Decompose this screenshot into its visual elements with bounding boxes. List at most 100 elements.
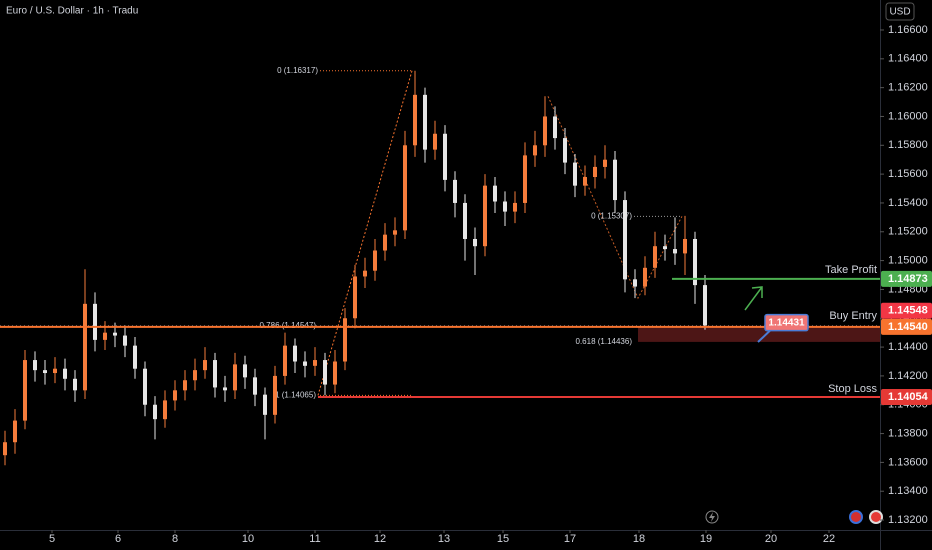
x-tick-label: 22	[823, 533, 835, 545]
candle	[283, 332, 287, 385]
candle	[333, 349, 337, 394]
x-tick-label: 12	[374, 533, 386, 545]
level-name: Stop Loss	[828, 383, 877, 395]
candle	[353, 264, 357, 329]
candle-body	[433, 133, 437, 150]
candle-body	[203, 360, 207, 371]
candle	[243, 355, 247, 389]
candle	[613, 151, 617, 214]
target-label: 1.14431	[768, 317, 805, 328]
candle-body	[673, 249, 677, 254]
candle	[633, 269, 637, 299]
candle	[573, 153, 577, 198]
x-tick-label: 15	[497, 533, 509, 545]
candle	[623, 191, 627, 293]
currency-box[interactable]	[885, 2, 915, 21]
candle-body	[243, 364, 247, 378]
candle-body	[223, 387, 227, 391]
candle	[23, 349, 27, 430]
candle	[193, 358, 197, 391]
fib-trend	[547, 96, 683, 300]
icon-bolt[interactable]	[709, 512, 715, 522]
candle	[673, 217, 677, 265]
candle-body	[173, 390, 177, 401]
flag-icon[interactable]	[849, 510, 863, 524]
candle-body	[693, 238, 697, 286]
candle-body	[273, 375, 277, 415]
candle	[73, 370, 77, 402]
price-box	[881, 270, 932, 287]
candle	[33, 351, 37, 382]
candle	[453, 171, 457, 218]
candle	[263, 387, 267, 440]
candle	[143, 361, 147, 417]
target-box	[764, 313, 809, 332]
y-tick-label: 1.15600	[888, 168, 928, 180]
candle	[433, 120, 437, 160]
candle	[693, 231, 697, 304]
candle-body	[653, 246, 657, 268]
candle-body	[563, 138, 567, 163]
candle-body	[103, 332, 107, 340]
candle-body	[413, 94, 417, 146]
candle-body	[53, 368, 57, 374]
icon-ring[interactable]	[705, 510, 719, 524]
replay-icon[interactable]	[705, 510, 719, 524]
candle-body	[313, 360, 317, 366]
candle-body	[473, 238, 477, 247]
candle-body	[543, 116, 547, 146]
candle-body	[593, 166, 597, 178]
candle	[203, 347, 207, 379]
candle-body	[363, 270, 367, 277]
price-box-label: 1.14054	[888, 391, 929, 403]
candle-body	[213, 360, 217, 388]
candle-body	[573, 162, 577, 186]
candle	[63, 358, 67, 391]
candle-body	[393, 230, 397, 235]
y-tick-label: 1.13600	[888, 456, 928, 468]
candle	[593, 155, 597, 189]
price-box-label: 1.14540	[888, 321, 928, 333]
candle-body	[493, 185, 497, 202]
candle-body	[643, 267, 647, 287]
candle-body	[113, 332, 117, 336]
x-tick-label: 19	[700, 533, 712, 545]
level-name: Buy Entry	[829, 310, 877, 322]
y-tick-label: 1.14400	[888, 341, 928, 353]
candle	[473, 227, 477, 276]
y-tick-label: 1.16400	[888, 53, 928, 65]
y-tick-label: 1.13200	[888, 514, 928, 526]
candle	[213, 352, 217, 398]
currency[interactable]: USD	[889, 7, 910, 18]
x-tick-label: 6	[115, 533, 121, 545]
candle-body	[463, 202, 467, 239]
y-tick-label: 1.15800	[888, 139, 928, 151]
target-arrow	[744, 286, 763, 311]
candle	[123, 325, 127, 358]
candle-body	[553, 116, 557, 139]
candle	[643, 256, 647, 296]
candle	[183, 370, 187, 401]
candle	[583, 165, 587, 196]
candle-body	[663, 246, 667, 250]
fib-label: 0 (1.16317)	[277, 66, 318, 75]
flag-icon[interactable]	[869, 510, 883, 524]
y-tick-label: 1.15400	[888, 197, 928, 209]
candle	[293, 338, 297, 374]
candle-body	[133, 345, 137, 369]
candle	[233, 352, 237, 399]
candle	[413, 70, 417, 157]
candle-body	[63, 368, 67, 379]
candle	[83, 269, 87, 399]
candle	[153, 396, 157, 440]
candle	[3, 430, 7, 466]
x-tick-label: 11	[309, 533, 320, 545]
y-tick-label: 1.16000	[888, 110, 928, 122]
x-tick-label: 8	[172, 533, 178, 545]
candle-body	[623, 200, 627, 280]
candle	[363, 257, 367, 288]
candle-body	[533, 145, 537, 156]
x-tick-label: 20	[765, 533, 777, 545]
chart-title: Euro / U.S. Dollar · 1h · Tradu	[6, 6, 138, 17]
candle	[423, 87, 427, 163]
